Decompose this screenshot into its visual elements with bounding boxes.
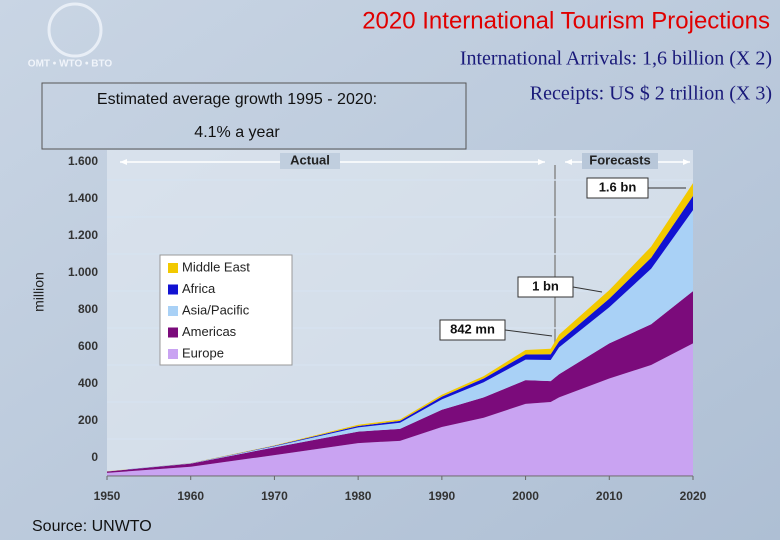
growth-box bbox=[41, 82, 467, 150]
y-tick-label: 1.200 bbox=[68, 228, 98, 242]
subtitle: International Arrivals: 1,6 billion (X 2… bbox=[460, 48, 772, 70]
arrow-head bbox=[683, 159, 690, 165]
arrow-head bbox=[538, 159, 545, 165]
callout-box bbox=[586, 177, 649, 199]
y-tick-label: 0 bbox=[91, 450, 98, 464]
legend-label: Americas bbox=[182, 324, 237, 339]
y-tick-label: 800 bbox=[78, 302, 98, 316]
callout-line bbox=[504, 329, 553, 337]
source: Source: UNWTO bbox=[32, 518, 152, 535]
y-tick-label: 1.400 bbox=[68, 191, 98, 205]
callout-box bbox=[517, 276, 574, 298]
legend-swatch bbox=[168, 306, 178, 316]
legend-label: Asia/Pacific bbox=[182, 302, 250, 317]
label-bg bbox=[582, 153, 658, 169]
x-tick-label: 2020 bbox=[680, 489, 707, 503]
subtitle: Receipts: US $ 2 trillion (X 3) bbox=[530, 83, 772, 105]
x-tick-label: 1950 bbox=[94, 489, 121, 503]
y-tick-label: 1.600 bbox=[68, 154, 98, 168]
legend-swatch bbox=[168, 327, 178, 338]
y-tick-label: 1.000 bbox=[68, 265, 98, 279]
y-axis-label: million bbox=[31, 272, 47, 312]
x-tick-label: 1990 bbox=[429, 489, 456, 503]
growth-text: 4.1% a year bbox=[194, 124, 280, 141]
annotation: 842 mn bbox=[450, 321, 495, 336]
label-bg bbox=[280, 153, 340, 169]
logo-globe bbox=[47, 2, 103, 58]
legend-swatch bbox=[168, 349, 178, 359]
y-tick-label: 600 bbox=[78, 339, 98, 353]
legend-swatch bbox=[168, 263, 178, 273]
x-tick-label: 2000 bbox=[512, 489, 539, 503]
y-tick-label: 200 bbox=[78, 413, 98, 427]
annotation: 1.6 bn bbox=[599, 179, 637, 194]
x-tick-label: 1960 bbox=[177, 489, 204, 503]
annotation: Actual bbox=[290, 152, 330, 167]
annotation: 1 bn bbox=[532, 278, 559, 293]
legend-swatch bbox=[168, 284, 178, 295]
growth-text: Estimated average growth 1995 - 2020: bbox=[97, 91, 377, 108]
legend-box bbox=[159, 254, 293, 366]
callout-line bbox=[572, 286, 603, 293]
arrow-head bbox=[565, 159, 572, 165]
legend-label: Middle East bbox=[182, 259, 250, 274]
annotation: Forecasts bbox=[589, 152, 650, 167]
area bbox=[107, 343, 693, 476]
legend-label: Africa bbox=[182, 281, 216, 296]
area bbox=[107, 291, 693, 473]
y-tick-label: 400 bbox=[78, 376, 98, 390]
x-tick-label: 1980 bbox=[345, 489, 372, 503]
title: 2020 International Tourism Projections bbox=[362, 7, 770, 34]
logo-text: OMT • WTO • BTO bbox=[28, 59, 113, 70]
x-tick-label: 1970 bbox=[261, 489, 288, 503]
legend-label: Europe bbox=[182, 345, 224, 360]
area bbox=[107, 195, 693, 472]
arrow-head bbox=[120, 159, 127, 165]
area bbox=[107, 210, 693, 472]
x-tick-label: 2010 bbox=[596, 489, 623, 503]
callout-box bbox=[439, 319, 506, 341]
